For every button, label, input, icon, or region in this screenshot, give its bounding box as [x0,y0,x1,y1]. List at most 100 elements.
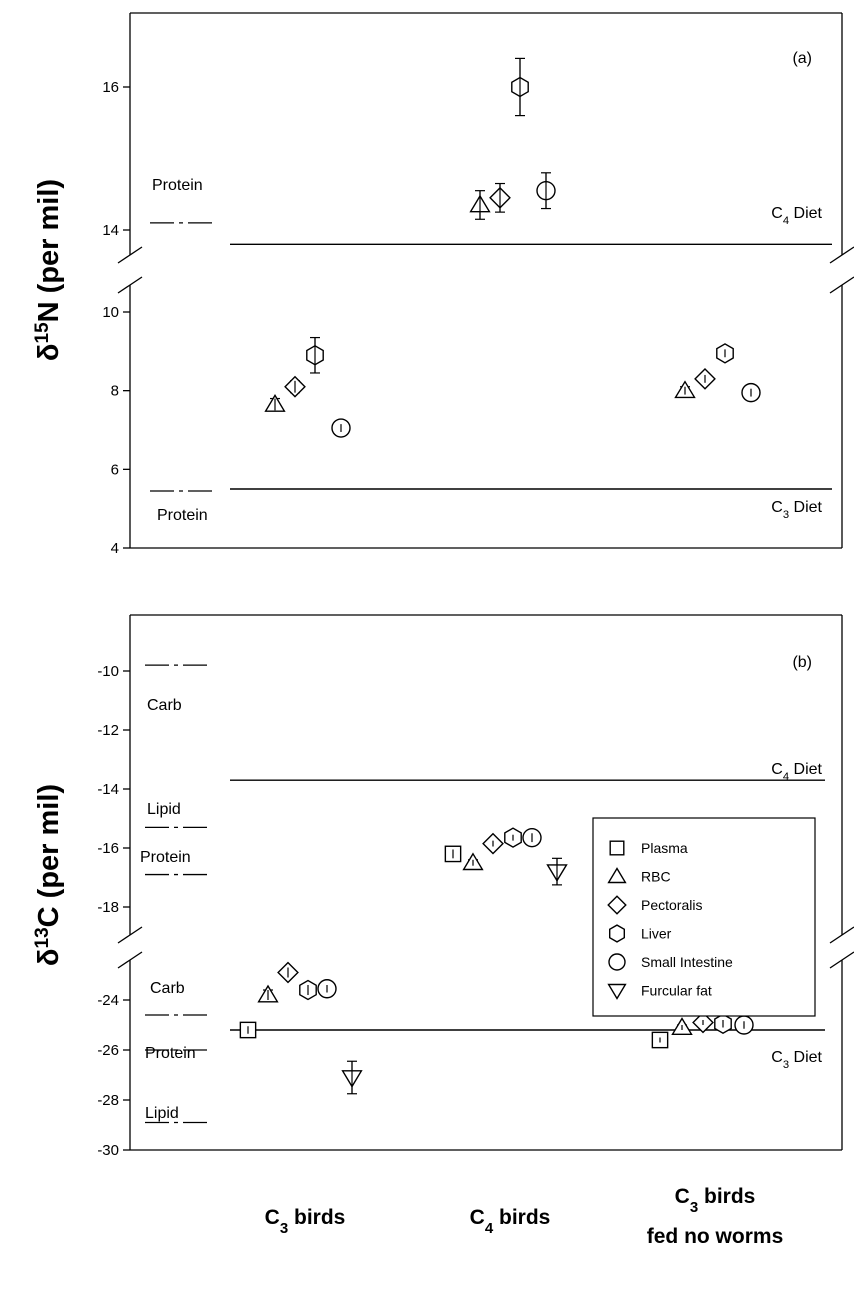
legend-marker-rbc [607,867,627,884]
diet-line-label-sub: 3 [783,509,789,521]
y-tick-label: -30 [97,1142,119,1159]
series-small-intestine [331,172,761,438]
series-liver [299,827,732,1035]
legend-marker-liver [609,924,625,943]
y-tick-label: 8 [111,383,119,400]
legend: Plasma RBC Pectoralis Liver Small Intestine F… [592,817,816,1017]
y-axis-title: δ13C (per mil) [32,784,66,966]
diet-line-label-sub: 3 [783,1059,789,1071]
group-label-base: C [675,1185,690,1208]
axis-break-left-2 [117,276,143,294]
group-label-rest: birds [288,1206,345,1229]
group-label-base: C [265,1206,280,1229]
group-label: C4 birds [470,1206,551,1237]
axis-break-left-1 [117,246,143,264]
group-label-sub: 3 [690,1199,698,1216]
series-liver [306,57,734,374]
reference-label: Protein [152,177,203,194]
diet-line-label-base: C [771,499,783,516]
y-tick-label: -10 [97,663,119,680]
diet-line-label-rest: Diet [789,761,822,778]
y-axis-title-symbol: δ [33,343,65,361]
reference-label: Carb [150,980,185,997]
y-axis-title-main: C (per mil) [33,784,65,927]
group-label: C3 birds [675,1185,756,1216]
axis-break-right-1 [829,926,854,944]
plot-frame [117,614,854,1151]
group-label-rest: birds [698,1185,755,1208]
y-tick-label: 4 [111,540,119,557]
diet-line-label: C4 Diet [771,761,822,783]
y-tick-label: -14 [97,781,119,798]
reference-label: Lipid [147,801,181,818]
legend-label: Liver [641,926,672,942]
y-tick-label: 10 [102,304,119,321]
y-tick-label: -26 [97,1042,119,1059]
diet-line-label: C4 Diet [771,205,822,227]
series-small-intestine [317,827,754,1035]
diet-line-label-base: C [771,205,783,222]
y-axis-title: δ15N (per mil) [32,179,66,361]
series-furcular-fat [341,857,568,1095]
group-label: C3 birds [265,1206,346,1237]
group-label-sub: 3 [280,1220,288,1237]
plot-frame [117,12,854,549]
y-tick-label: -18 [97,899,119,916]
diet-line-label-sub: 4 [783,771,789,783]
axis-break-left-2 [117,951,143,969]
panel-label: (b) [792,654,812,671]
y-tick-label: -16 [97,840,119,857]
axis-break-right-2 [829,276,854,294]
legend-label: RBC [641,869,671,885]
diet-line-label-base: C [771,761,783,778]
y-tick-label: 16 [102,79,119,96]
series-rbc [264,190,696,412]
y-tick-label: 6 [111,461,119,478]
group-label-sub: 4 [485,1220,494,1237]
axis-break-left-1 [117,926,143,944]
legend-marker-furcular-fat [607,983,627,1000]
y-tick-label: -28 [97,1092,119,1109]
legend-marker-plasma [609,840,625,856]
series-pectoralis [284,182,716,398]
group-label-rest: birds [493,1206,550,1229]
diet-line-label-rest: Diet [789,1049,822,1066]
group-label-line2: fed no worms [647,1225,784,1248]
legend-label: Small Intestine [641,954,733,970]
diet-line-label: C3 Diet [771,499,822,521]
reference-label: Carb [147,697,182,714]
legend-label: Pectoralis [641,897,702,913]
reference-label: Lipid [145,1105,179,1122]
y-tick-label: -12 [97,722,119,739]
y-axis-title-main: N (per mil) [33,179,65,322]
y-axis-title-sup: 15 [32,322,53,344]
axis-break-right-1 [829,246,854,264]
reference-label: Protein [145,1045,196,1062]
legend-marker-small-intestine [608,953,626,971]
diet-line-label-rest: Diet [789,205,822,222]
diet-line-label: C3 Diet [771,1049,822,1071]
panel-label: (a) [792,50,812,67]
legend-box [592,817,816,1017]
reference-label: Protein [140,849,191,866]
legend-label: Plasma [641,840,688,856]
reference-label: Protein [157,507,208,524]
y-tick-label: 14 [102,222,119,239]
series-pectoralis [277,832,714,1034]
axis-break-right-2 [829,951,854,969]
legend-marker-pectoralis [607,895,627,915]
group-label-base: C [470,1206,485,1229]
diet-line-label-sub: 4 [783,215,789,227]
panel-b: -30 -28 -26 -24 -18 -16 -14 -12 -10 δ13C (per mil… [32,614,854,1159]
series-rbc [257,852,693,1036]
y-axis-title-sup: 13 [32,927,53,948]
series-plasma [239,845,669,1049]
legend-label: Furcular fat [641,983,712,999]
diet-line-label-base: C [771,1049,783,1066]
y-axis-title-symbol: δ [33,948,65,966]
y-tick-label: -24 [97,992,119,1009]
diet-line-label-rest: Diet [789,499,822,516]
